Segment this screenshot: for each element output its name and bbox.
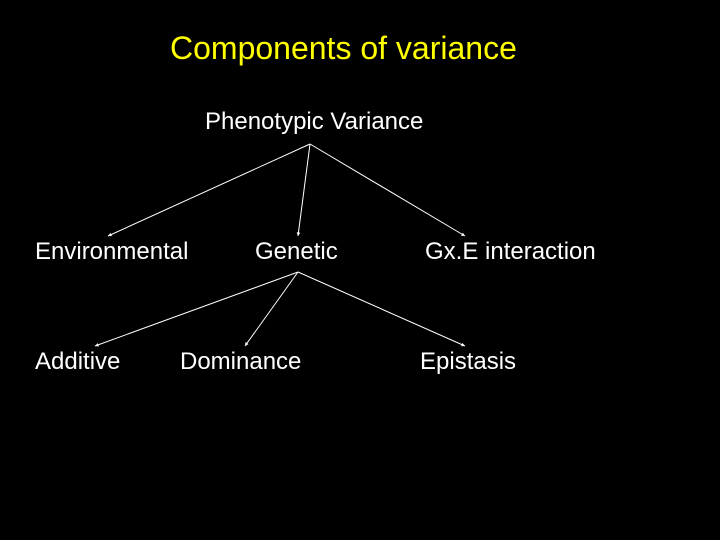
node-dominance: Dominance bbox=[180, 348, 301, 376]
slide-title: Components of variance bbox=[170, 30, 517, 67]
node-additive: Additive bbox=[35, 348, 120, 376]
node-phenotypic: Phenotypic Variance bbox=[205, 108, 423, 136]
diagram-stage: Components of variance Phenotypic Varian… bbox=[0, 0, 720, 540]
node-environmental: Environmental bbox=[35, 238, 188, 266]
node-genetic: Genetic bbox=[255, 238, 338, 266]
node-gxe: Gx.E interaction bbox=[425, 238, 596, 266]
node-epistasis: Epistasis bbox=[420, 348, 516, 376]
arrows-layer bbox=[0, 0, 720, 540]
